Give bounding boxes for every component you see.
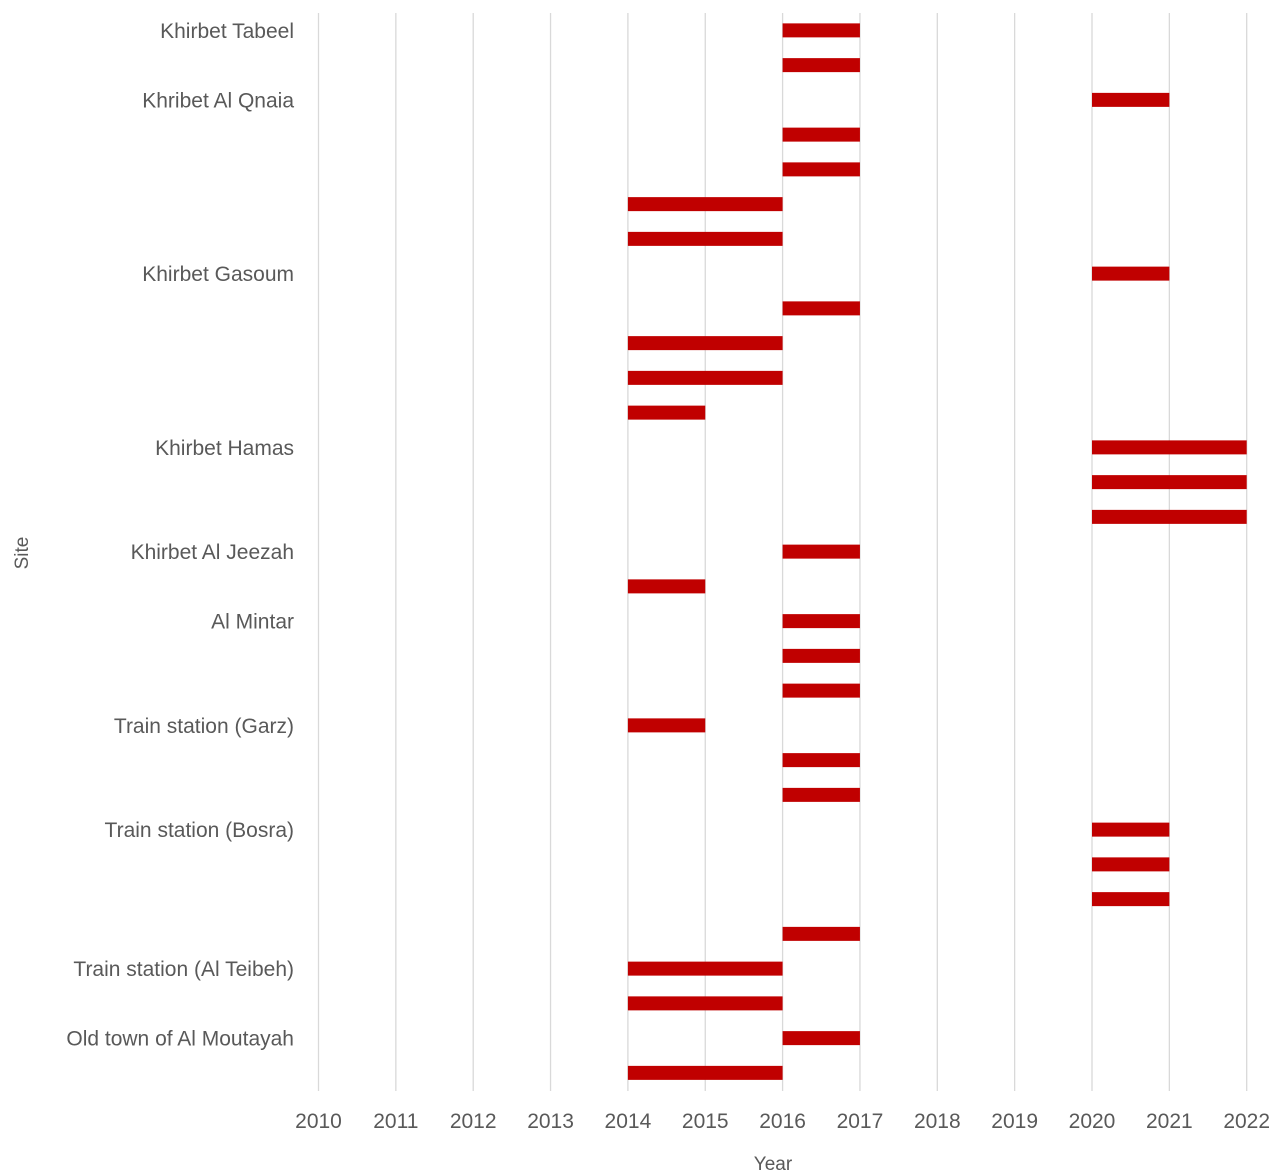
bar-row-28 <box>627 961 783 976</box>
bar-row-13 <box>1092 440 1247 455</box>
bar-row-29 <box>627 996 783 1011</box>
bar-row-14 <box>1092 475 1247 490</box>
bar-row-31 <box>627 1065 783 1080</box>
bar-row-21 <box>627 718 706 733</box>
bar-row-1 <box>782 23 860 38</box>
y-axis-title: Site <box>12 537 33 570</box>
bar-row-4 <box>782 127 860 142</box>
bar-row-5 <box>782 162 860 177</box>
x-tick-label-2020: 2020 <box>1069 1110 1116 1133</box>
y-tick-label: Khirbet Al Jeezah <box>131 541 294 564</box>
y-tick-label: Khirbet Gasoum <box>142 263 294 286</box>
bar-row-23 <box>782 787 860 802</box>
y-tick-label: Khirbet Tabeel <box>160 20 294 43</box>
x-tick-label-2015: 2015 <box>682 1110 729 1133</box>
x-tick-label-2017: 2017 <box>837 1110 884 1133</box>
x-tick-label-2016: 2016 <box>759 1110 806 1133</box>
y-tick-label: Al Mintar <box>211 611 294 634</box>
x-tick-label-2018: 2018 <box>914 1110 961 1133</box>
bar-row-27 <box>782 926 860 941</box>
bar-row-11 <box>627 370 783 385</box>
bar-row-30 <box>782 1031 860 1046</box>
bar-row-18 <box>782 614 860 629</box>
bar-row-12 <box>627 405 706 420</box>
y-tick-label: Train station (Garz) <box>114 715 294 738</box>
bar-row-8 <box>1092 266 1170 281</box>
bar-row-15 <box>1092 509 1247 524</box>
bar-row-20 <box>782 683 860 698</box>
y-tick-label: Khirbet Hamas <box>155 437 294 460</box>
x-tick-label-2011: 2011 <box>373 1110 418 1133</box>
y-tick-label: Khribet Al Qnaia <box>142 89 294 112</box>
x-tick-label-2021: 2021 <box>1146 1110 1193 1133</box>
bar-row-24 <box>1092 822 1170 837</box>
bar-row-17 <box>627 579 706 594</box>
bar-row-25 <box>1092 857 1170 872</box>
x-tick-label-2013: 2013 <box>527 1110 574 1133</box>
bar-row-22 <box>782 753 860 768</box>
bars <box>627 23 1247 1080</box>
y-tick-labels: Khirbet Tabeel Khribet Al Qnaia Khirbet Ga… <box>66 20 294 1051</box>
bar-row-19 <box>782 648 860 663</box>
gridlines <box>317 13 1248 1091</box>
y-tick-label: Old town of Al Moutayah <box>66 1028 294 1051</box>
bar-row-10 <box>627 336 783 351</box>
bar-row-26 <box>1092 892 1170 907</box>
y-tick-label: Train station (Bosra) <box>105 819 294 842</box>
bar-row-16 <box>782 544 860 559</box>
x-tick-label-2012: 2012 <box>450 1110 497 1133</box>
bar-row-3 <box>1092 92 1170 107</box>
x-tick-label-2010: 2010 <box>295 1110 342 1133</box>
y-tick-label: Train station (Al Teibeh) <box>73 958 294 981</box>
bar-row-2 <box>782 58 860 73</box>
bar-row-6 <box>627 197 783 212</box>
x-tick-label-2014: 2014 <box>605 1110 652 1133</box>
bar-row-9 <box>782 301 860 316</box>
bar-row-7 <box>627 231 783 246</box>
x-tick-label-2022: 2022 <box>1223 1110 1270 1133</box>
x-tick-labels: 2010 2011 2012 2013 2014 2015 2016 2017 2018 2019… <box>295 1110 1270 1133</box>
x-axis-title: Year <box>754 1154 793 1175</box>
x-tick-label-2019: 2019 <box>991 1110 1038 1133</box>
